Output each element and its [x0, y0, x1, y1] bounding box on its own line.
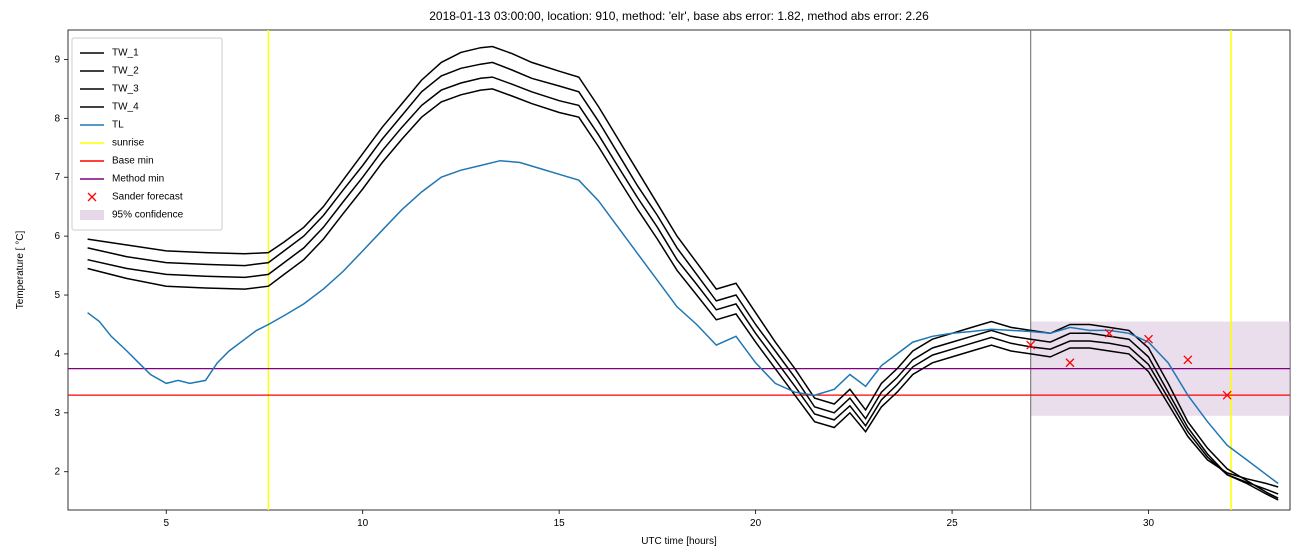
- legend-label: Sander forecast: [112, 192, 183, 203]
- legend-label: sunrise: [112, 138, 145, 149]
- legend: TW_1 TW_2 TW_3 TW_4 TL sunrise Base min Method …: [72, 38, 222, 230]
- y-tick-label: 3: [54, 408, 60, 419]
- y-tick-label: 7: [54, 172, 60, 183]
- legend-label: 95% confidence: [112, 210, 184, 221]
- legend-label: Base min: [112, 156, 154, 167]
- x-tick-label: 20: [750, 518, 762, 529]
- y-tick-label: 6: [54, 231, 60, 242]
- plot-border: [68, 30, 1290, 510]
- series-TW_4: [88, 89, 1279, 487]
- legend-label: TW_4: [112, 102, 139, 113]
- legend-label: Method min: [112, 174, 164, 185]
- y-tick-label: 9: [54, 54, 60, 65]
- legend-swatch: [80, 210, 104, 220]
- x-tick-label: 15: [554, 518, 566, 529]
- line-chart: 2018-01-13 03:00:00, location: 910, meth…: [0, 0, 1302, 547]
- legend-label: TW_1: [112, 48, 139, 59]
- y-axis-title: Temperature [ °C]: [15, 231, 26, 310]
- series-TW_3: [88, 77, 1279, 494]
- legend-label: TW_3: [112, 84, 139, 95]
- x-tick-label: 10: [357, 518, 369, 529]
- x-tick-label: 25: [947, 518, 959, 529]
- series-TW_1: [88, 47, 1279, 499]
- legend-label: TW_2: [112, 66, 139, 77]
- chart-container: 2018-01-13 03:00:00, location: 910, meth…: [0, 0, 1302, 547]
- chart-title: 2018-01-13 03:00:00, location: 910, meth…: [429, 9, 929, 23]
- y-tick-label: 8: [54, 113, 60, 124]
- x-tick-label: 5: [163, 518, 169, 529]
- y-tick-label: 5: [54, 290, 60, 301]
- series-TW_2: [88, 62, 1279, 500]
- y-tick-label: 2: [54, 467, 60, 478]
- x-axis-title: UTC time [hours]: [641, 536, 717, 547]
- legend-label: TL: [112, 120, 124, 131]
- x-tick-label: 30: [1143, 518, 1155, 529]
- y-tick-label: 4: [54, 349, 60, 360]
